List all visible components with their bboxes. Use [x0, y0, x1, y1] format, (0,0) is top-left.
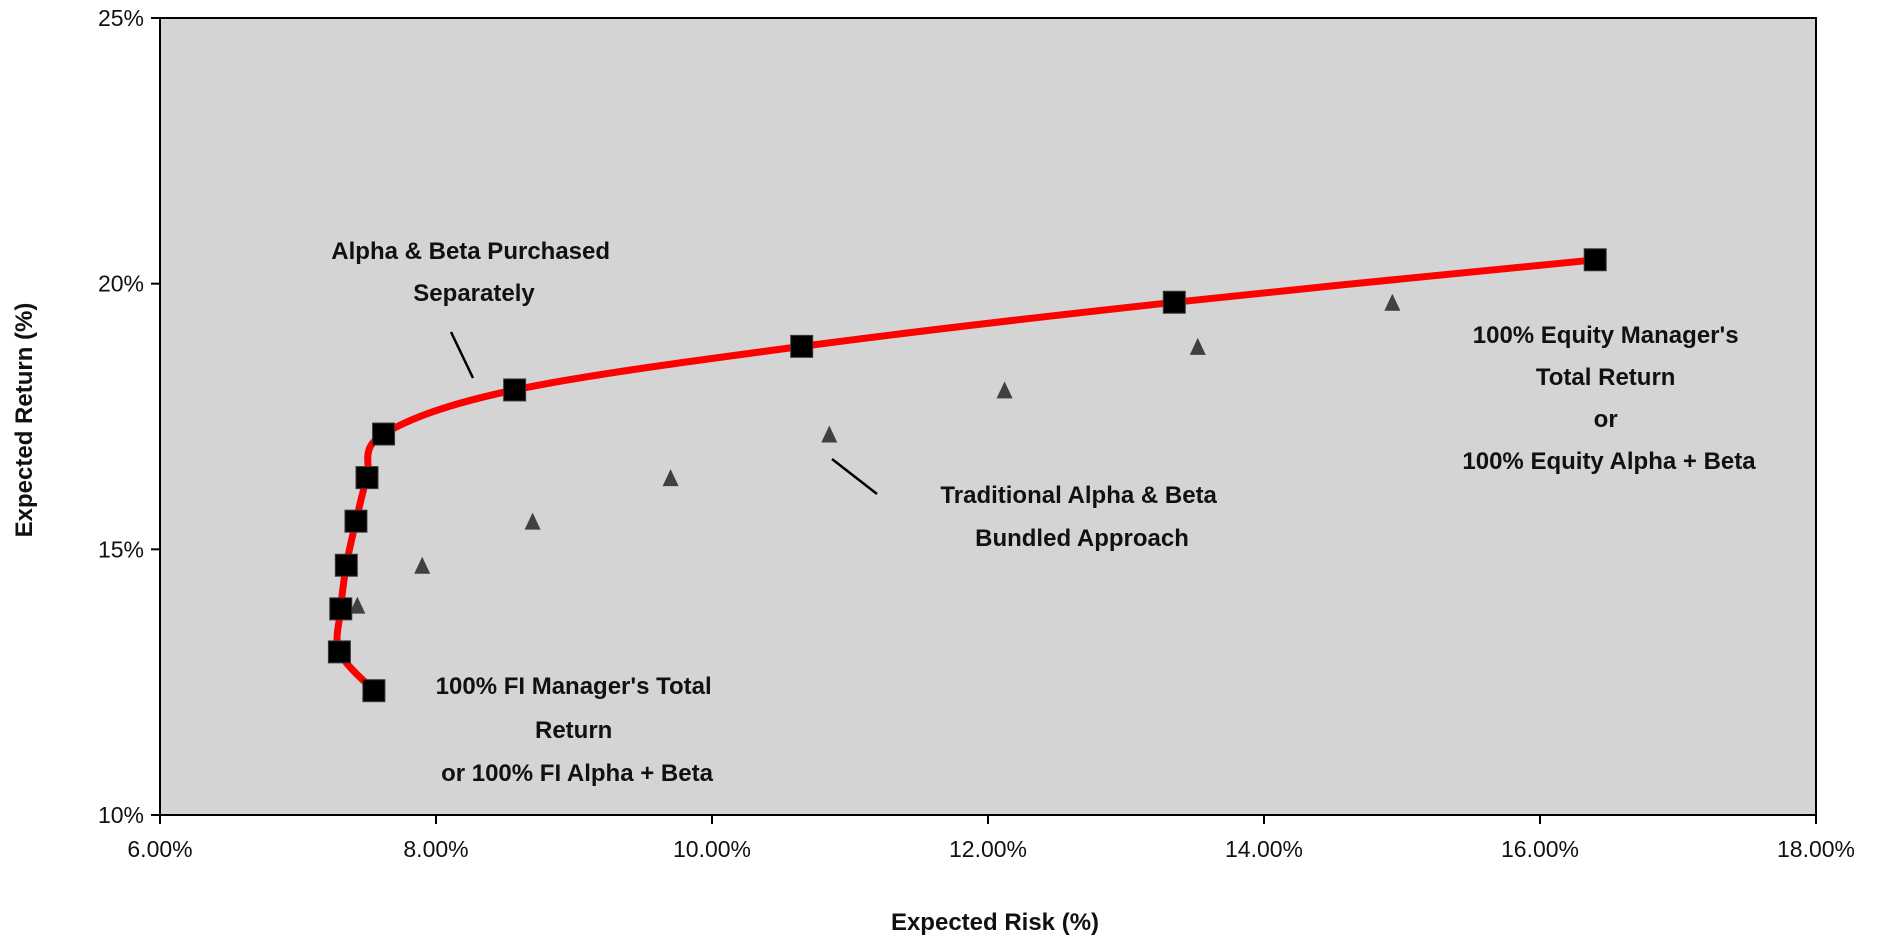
annotation-separate: Alpha & Beta Purchased Separately	[331, 238, 616, 307]
annotation-leader-bundled	[831, 458, 878, 495]
bundled-point	[996, 381, 1013, 399]
separate-point	[327, 640, 351, 664]
bundled-point	[349, 596, 366, 614]
separate-point	[344, 509, 368, 533]
plot-area	[159, 17, 1817, 816]
bundled-point	[1189, 337, 1206, 355]
separate-point	[355, 466, 379, 490]
separate-point	[1583, 248, 1607, 272]
x-tick-label: 10.00%	[673, 836, 751, 862]
separate-point	[334, 553, 358, 577]
y-axis-title: Expected Return (%)	[11, 303, 38, 538]
y-tick-label: 15%	[98, 536, 144, 562]
y-tick-label: 20%	[98, 271, 144, 297]
separate-series	[327, 248, 1607, 703]
x-tick-label: 12.00%	[949, 836, 1027, 862]
x-tick-label: 6.00%	[127, 836, 192, 862]
annotation-bundled: Traditional Alpha & Beta Bundled Approac…	[940, 482, 1223, 552]
x-tick-label: 8.00%	[403, 836, 468, 862]
x-axis: 6.00% 8.00% 10.00% 12.00% 14.00% 16.00% 18.00%	[127, 815, 1855, 862]
annotation-fi: 100% FI Manager's Total Return or 100% F…	[436, 673, 719, 787]
x-tick-label: 16.00%	[1501, 836, 1579, 862]
y-axis: 10% 15% 20% 25%	[98, 5, 160, 828]
bundled-point	[821, 425, 838, 443]
bundled-point	[414, 556, 431, 574]
separate-point	[790, 334, 814, 358]
separate-point	[1162, 290, 1186, 314]
separate-point	[362, 679, 386, 703]
bundled-point	[1384, 293, 1401, 311]
annotation-equity: 100% Equity Manager's Total Return or 10…	[1462, 322, 1756, 475]
separate-point	[503, 378, 527, 402]
x-axis-title: Expected Risk (%)	[891, 909, 1099, 936]
y-tick-label: 10%	[98, 802, 144, 828]
bundled-point	[524, 512, 541, 530]
separate-point	[372, 422, 396, 446]
annotation-leader-separate	[449, 331, 475, 379]
separate-point	[329, 597, 353, 621]
y-tick-label: 25%	[98, 5, 144, 31]
x-tick-label: 14.00%	[1225, 836, 1303, 862]
bundled-point	[662, 469, 679, 487]
x-tick-label: 18.00%	[1777, 836, 1855, 862]
